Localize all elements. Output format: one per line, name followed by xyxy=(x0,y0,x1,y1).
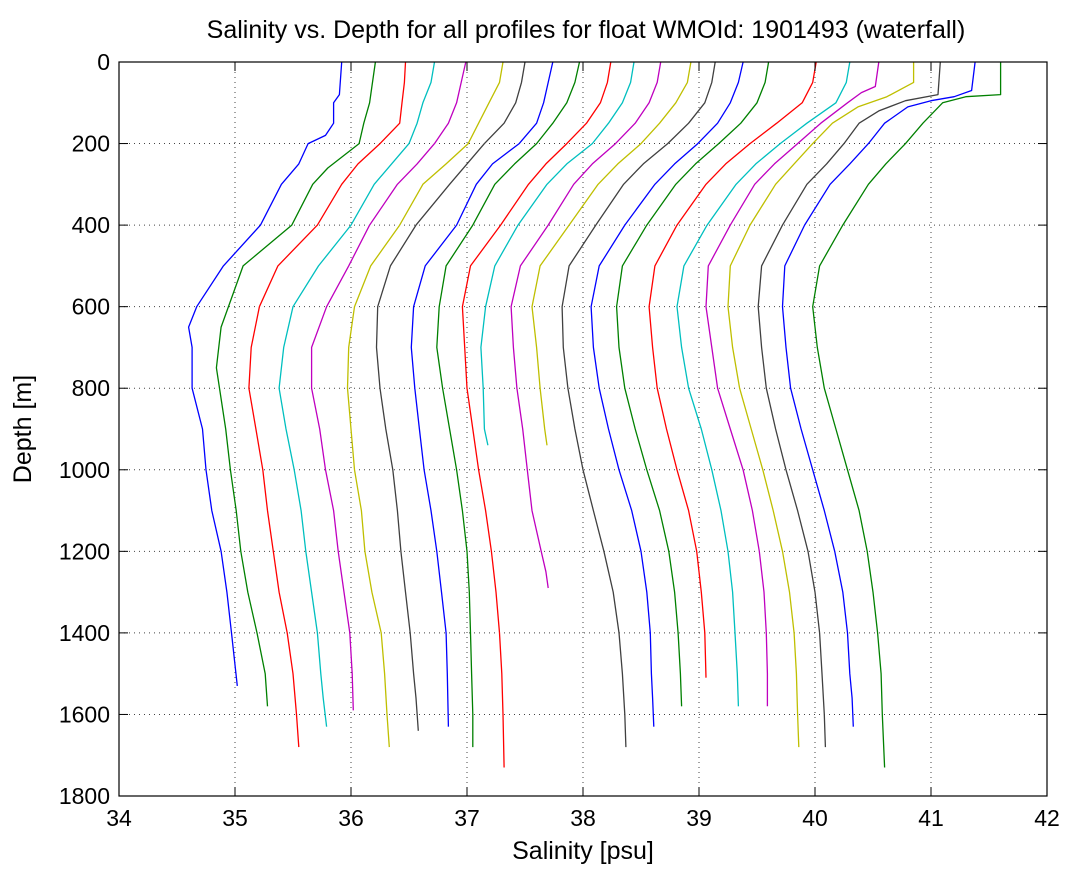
profile-line-7 xyxy=(375,61,526,731)
y-tick-label: 1800 xyxy=(59,783,110,809)
y-tick-label: 1600 xyxy=(59,701,110,727)
profile-line-23 xyxy=(812,62,1002,768)
x-tick-label: 38 xyxy=(570,805,596,831)
x-tick-label: 40 xyxy=(802,805,828,831)
x-tick-label: 34 xyxy=(106,805,132,831)
x-tick-label: 42 xyxy=(1034,805,1060,831)
profile-line-17 xyxy=(648,61,817,678)
profile-line-4 xyxy=(278,61,436,727)
profile-line-19 xyxy=(705,61,880,707)
y-axis-label: Depth [m] xyxy=(9,375,37,483)
profile-line-9 xyxy=(436,61,581,748)
data-series xyxy=(187,61,1002,768)
x-tick-label: 39 xyxy=(686,805,712,831)
profile-line-18 xyxy=(676,61,851,707)
profile-line-15 xyxy=(590,61,744,727)
x-tick-label: 36 xyxy=(338,805,364,831)
profile-line-1 xyxy=(187,61,343,686)
profile-line-21 xyxy=(757,61,941,748)
y-tick-label: 600 xyxy=(72,294,110,320)
y-tick-labels: 0 200 400 600 800 1000 1200 1400 1600 1800 xyxy=(59,49,110,809)
y-tick-label: 0 xyxy=(97,49,110,75)
profile-line-10 xyxy=(461,61,612,768)
profile-line-6 xyxy=(346,61,504,748)
y-tick-label: 1200 xyxy=(59,538,110,564)
x-axis-label: Salinity [psu] xyxy=(512,837,654,865)
y-tick-label: 1400 xyxy=(59,620,110,646)
y-tick-label: 200 xyxy=(72,131,110,157)
profile-line-16 xyxy=(615,61,770,707)
profile-line-3 xyxy=(248,61,407,748)
profile-line-5 xyxy=(310,61,467,711)
profile-line-14 xyxy=(561,61,716,748)
x-tick-label: 41 xyxy=(918,805,944,831)
x-tick-labels: 34 35 36 37 38 39 40 41 42 xyxy=(106,805,1060,831)
y-tick-label: 400 xyxy=(72,212,110,238)
y-tick-label: 800 xyxy=(72,375,110,401)
profile-line-2 xyxy=(215,61,377,707)
profile-line-13 xyxy=(531,61,692,446)
profile-line-8 xyxy=(410,61,554,727)
profile-line-12 xyxy=(510,61,662,589)
x-tick-label: 35 xyxy=(222,805,248,831)
axis-ticks xyxy=(118,61,1048,797)
profile-line-22 xyxy=(781,61,976,727)
profile-line-11 xyxy=(480,61,635,446)
x-tick-label: 37 xyxy=(454,805,480,831)
profile-line-20 xyxy=(727,62,915,748)
chart-title: Salinity vs. Depth for all profiles for … xyxy=(207,16,966,44)
y-tick-label: 1000 xyxy=(59,457,110,483)
